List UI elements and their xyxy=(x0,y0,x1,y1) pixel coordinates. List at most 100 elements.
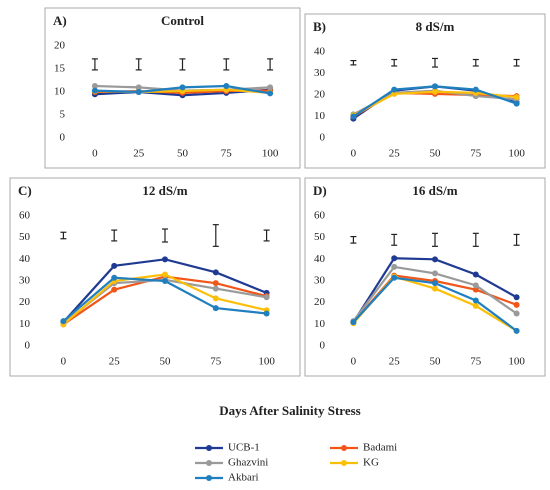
data-point xyxy=(391,263,398,270)
y-tick-label: 60 xyxy=(314,210,326,222)
y-tick-label: 40 xyxy=(19,253,31,265)
panel-title: 8 dS/m xyxy=(416,19,455,34)
data-point xyxy=(212,295,219,302)
error-bar xyxy=(223,58,230,71)
data-point xyxy=(267,84,274,91)
data-point xyxy=(179,84,186,91)
x-tick-label: 0 xyxy=(351,356,357,368)
y-tick-label: 0 xyxy=(320,340,326,352)
y-tick-label: 10 xyxy=(54,86,66,98)
legend-label: Ghazvini xyxy=(228,457,268,469)
y-tick-label: 10 xyxy=(19,318,31,330)
y-tick-label: 40 xyxy=(314,46,326,58)
panel-title: 16 dS/m xyxy=(412,183,457,198)
x-tick-label: 0 xyxy=(351,148,357,160)
panel-label: D) xyxy=(313,183,327,198)
legend-label: UCB-1 xyxy=(228,442,260,454)
x-tick-label: 25 xyxy=(389,148,401,160)
error-bar xyxy=(263,229,270,242)
error-bar xyxy=(267,58,274,71)
panel: C) 12 dS/m 0 10 20 30 40 50 60 0 25 50 75 100 xyxy=(9,177,301,377)
panel-title: 12 dS/m xyxy=(142,183,187,198)
data-point xyxy=(135,89,142,95)
data-point xyxy=(472,282,479,289)
panel-label: B) xyxy=(313,19,326,34)
legend-label: Akbari xyxy=(228,472,259,484)
error-bar xyxy=(111,229,118,242)
legend-marker xyxy=(206,460,212,466)
error-bar xyxy=(432,57,438,68)
x-tick-label: 50 xyxy=(177,148,189,160)
error-bar xyxy=(350,235,357,244)
y-tick-label: 10 xyxy=(314,318,326,330)
error-bar xyxy=(91,58,98,71)
x-tick-label: 100 xyxy=(262,148,279,160)
panel-label: A) xyxy=(53,13,67,28)
error-bar xyxy=(391,58,398,67)
x-tick-label: 25 xyxy=(133,148,145,160)
x-tick-label: 0 xyxy=(92,148,98,160)
data-point xyxy=(223,83,230,90)
data-point xyxy=(391,255,398,262)
x-axis-label: Days After Salinity Stress xyxy=(219,403,360,418)
panel: D) 16 dS/m 0 10 20 30 40 50 60 0 25 50 75 100 xyxy=(304,177,546,377)
data-point xyxy=(162,256,168,263)
x-tick-label: 100 xyxy=(508,356,525,368)
y-tick-label: 0 xyxy=(25,340,31,352)
x-tick-label: 25 xyxy=(389,356,401,368)
data-point xyxy=(212,280,219,287)
y-tick-label: 50 xyxy=(314,231,326,243)
legend-marker xyxy=(206,475,212,481)
x-tick-label: 75 xyxy=(470,148,482,160)
data-point xyxy=(472,302,479,309)
data-point xyxy=(472,297,479,304)
x-tick-label: 0 xyxy=(61,356,67,368)
panel: A) Control 0 5 10 15 20 0 25 50 75 100 xyxy=(44,7,301,169)
y-tick-label: 40 xyxy=(314,253,326,265)
y-tick-label: 0 xyxy=(320,132,326,144)
x-tick-label: 100 xyxy=(508,148,525,160)
y-tick-label: 50 xyxy=(19,231,31,243)
error-bar xyxy=(60,231,67,240)
data-point xyxy=(350,113,357,120)
data-point xyxy=(472,271,479,278)
error-bar xyxy=(513,58,520,67)
panel-title: Control xyxy=(161,13,204,28)
panel-label: C) xyxy=(18,183,32,198)
data-point xyxy=(513,301,520,308)
data-point xyxy=(513,94,520,101)
y-tick-label: 20 xyxy=(54,40,66,52)
y-tick-label: 20 xyxy=(314,296,326,308)
x-tick-label: 25 xyxy=(109,356,121,368)
y-tick-label: 30 xyxy=(314,275,326,287)
data-point xyxy=(432,83,438,90)
y-tick-label: 30 xyxy=(314,67,326,79)
error-bar xyxy=(513,233,520,246)
data-point xyxy=(267,90,274,97)
data-point xyxy=(263,310,270,317)
x-tick-label: 75 xyxy=(470,356,482,368)
legend-label: KG xyxy=(363,457,379,469)
y-tick-label: 0 xyxy=(60,132,66,144)
data-point xyxy=(432,88,438,95)
data-point xyxy=(212,305,219,312)
error-bar xyxy=(472,232,479,247)
data-point xyxy=(111,262,118,269)
error-bar xyxy=(179,58,186,71)
error-bar xyxy=(432,232,438,247)
error-bar xyxy=(350,59,357,66)
error-bar xyxy=(212,224,219,247)
data-point xyxy=(162,271,168,278)
data-point xyxy=(91,87,98,94)
legend-label: Badami xyxy=(363,442,397,454)
data-point xyxy=(212,285,219,292)
error-bar xyxy=(472,58,479,67)
y-tick-label: 15 xyxy=(54,63,66,75)
data-point xyxy=(391,274,398,281)
data-point xyxy=(60,318,67,325)
data-point xyxy=(513,294,520,301)
data-point xyxy=(212,269,219,276)
data-point xyxy=(472,286,479,293)
x-tick-label: 75 xyxy=(210,356,222,368)
data-point xyxy=(91,83,98,90)
